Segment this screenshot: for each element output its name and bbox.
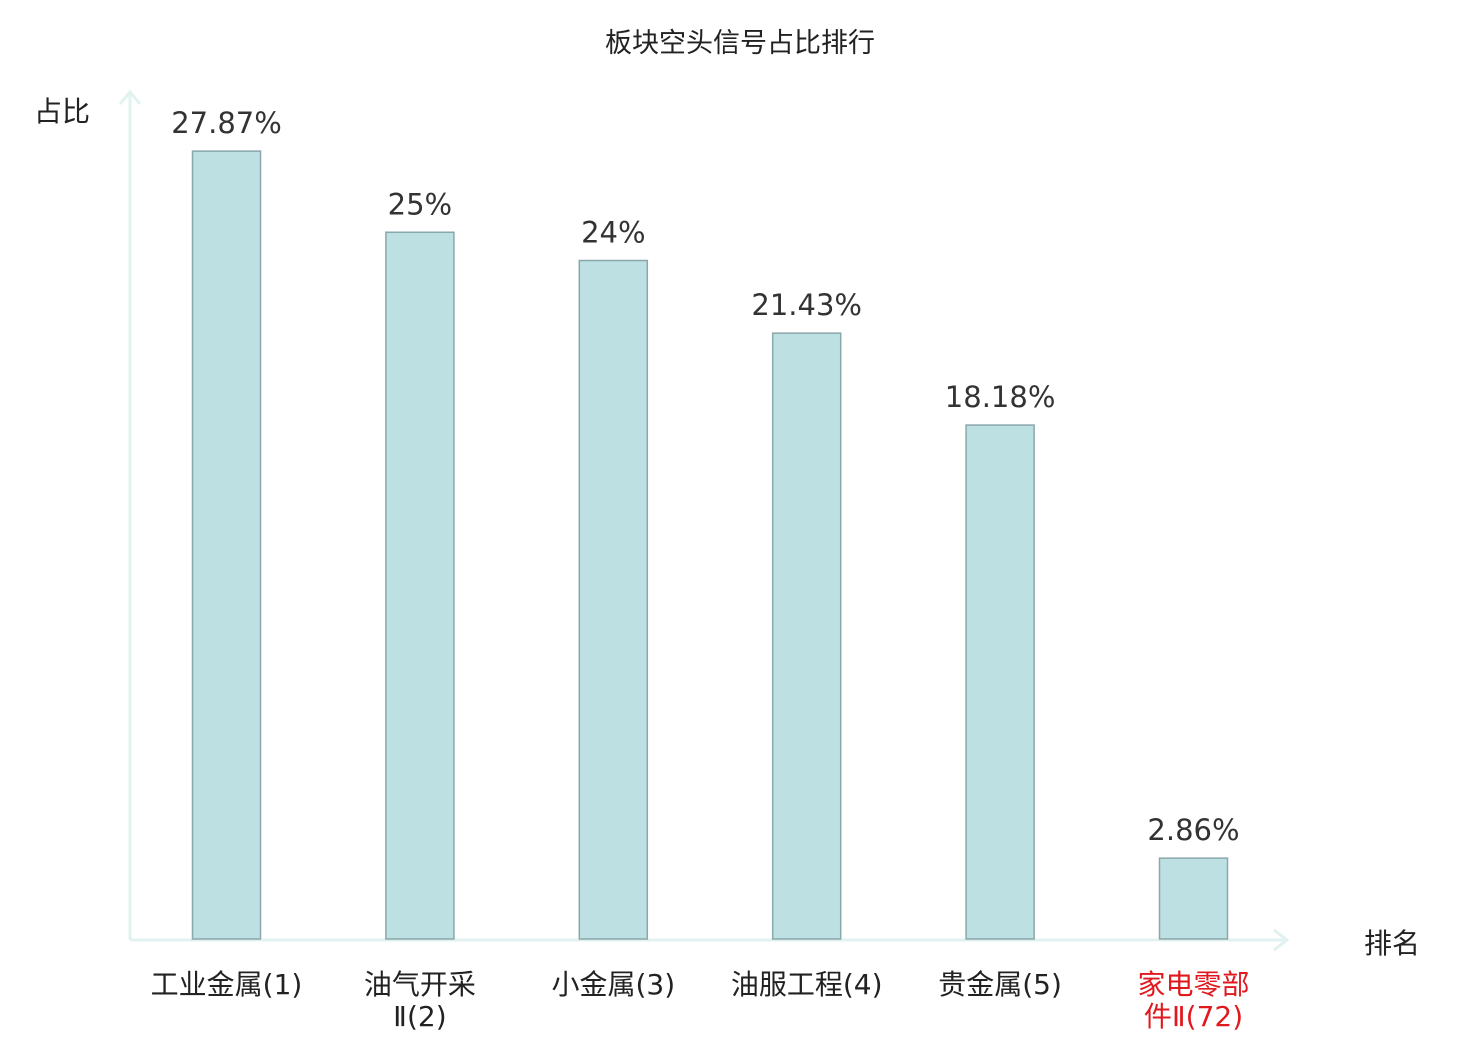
x-axis-label: 排名 — [1364, 927, 1420, 960]
category-label: 工业金属(1) — [151, 968, 303, 1001]
y-axis-label: 占比 — [34, 95, 90, 128]
value-label: 25% — [388, 187, 452, 221]
bar — [1158, 857, 1229, 940]
bar — [578, 259, 649, 940]
axes — [118, 89, 1290, 952]
bar — [191, 150, 262, 940]
value-label: 24% — [581, 216, 645, 250]
bar — [771, 332, 842, 940]
bar — [385, 231, 455, 940]
category-label: 油气开采 — [364, 968, 476, 1001]
y-axis-arrow — [118, 89, 142, 105]
value-label: 27.87% — [171, 106, 282, 140]
category-label: 贵金属(5) — [938, 968, 1062, 1001]
bar — [965, 424, 1035, 940]
chart-title: 板块空头信号占比排行 — [605, 28, 875, 59]
category-label: Ⅱ(2) — [393, 1000, 446, 1033]
category-label: 小金属(3) — [551, 968, 675, 1001]
value-label: 2.86% — [1147, 813, 1239, 847]
bars-group — [191, 150, 1229, 940]
category-label: 油服工程(4) — [731, 968, 883, 1001]
category-label: 件Ⅱ(72) — [1144, 1000, 1243, 1033]
category-label: 家电零部 — [1137, 968, 1249, 1001]
value-label: 18.18% — [945, 380, 1056, 414]
value-label: 21.43% — [751, 288, 862, 322]
x-axis-arrow — [1273, 928, 1290, 952]
value-labels-group: 27.87% 25% 24% 21.43% 18.18% 2.86% — [171, 106, 1239, 847]
